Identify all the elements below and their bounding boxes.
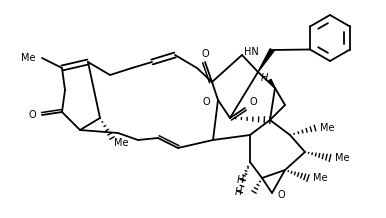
- Polygon shape: [269, 79, 275, 88]
- Text: Me: Me: [114, 138, 129, 148]
- Text: H: H: [236, 175, 244, 185]
- Text: O: O: [249, 97, 257, 107]
- Text: Me: Me: [320, 123, 335, 133]
- Text: Me: Me: [313, 173, 327, 183]
- Text: HN: HN: [244, 47, 259, 57]
- Text: Me: Me: [335, 153, 349, 163]
- Text: O: O: [202, 97, 210, 107]
- Polygon shape: [258, 49, 274, 72]
- Text: H: H: [261, 73, 268, 83]
- Text: O: O: [277, 190, 284, 200]
- Text: Me: Me: [20, 53, 35, 63]
- Text: O: O: [201, 49, 209, 59]
- Text: H: H: [234, 187, 242, 197]
- Text: O: O: [29, 110, 36, 120]
